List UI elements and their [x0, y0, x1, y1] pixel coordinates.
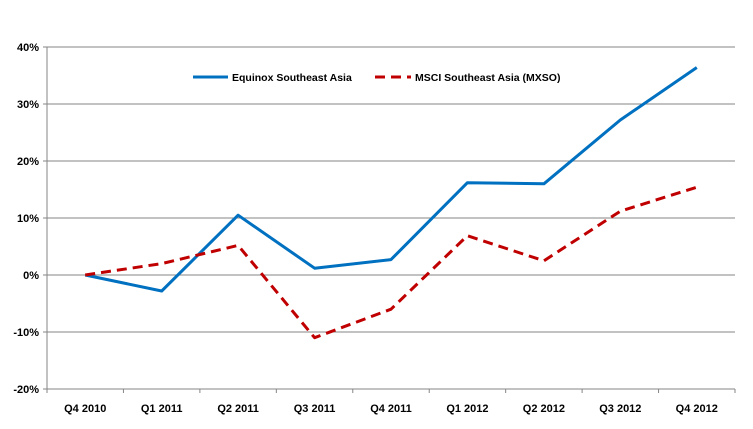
x-tick-label: Q3 2012	[599, 403, 641, 415]
y-axis-tick-labels: -20% -10% 0% 10% 20% 30% 40%	[13, 42, 39, 396]
x-tick-label: Q3 2011	[294, 403, 336, 415]
legend-label-msci: MSCI Southeast Asia (MXSO)	[415, 72, 560, 84]
y-tick-label: 10%	[17, 213, 39, 225]
legend: Equinox Southeast Asia MSCI Southeast As…	[193, 72, 560, 84]
x-tick-label: Q1 2012	[446, 403, 488, 415]
series-line-msci	[84, 185, 698, 340]
y-tick-label: 20%	[17, 156, 39, 168]
x-axis-tick-labels: Q4 2010 Q1 2011 Q2 2011 Q3 2011 Q4 2011 Q1 20…	[64, 403, 718, 415]
y-tick-label: -10%	[13, 327, 39, 339]
x-tick-label: Q2 2011	[217, 403, 259, 415]
y-tick-label: -20%	[13, 384, 39, 396]
axes	[43, 46, 736, 393]
y-tick-label: 40%	[17, 42, 39, 54]
x-tick-label: Q4 2011	[370, 403, 412, 415]
series-line-equinox	[84, 66, 698, 293]
x-tick-label: Q4 2010	[64, 403, 106, 415]
legend-label-equinox: Equinox Southeast Asia	[232, 72, 352, 84]
series-lines	[84, 66, 698, 340]
x-tick-label: Q4 2012	[676, 403, 718, 415]
x-tick-label: Q1 2011	[141, 403, 183, 415]
gridlines	[47, 46, 735, 390]
y-tick-label: 30%	[17, 99, 39, 111]
y-tick-label: 0%	[23, 270, 39, 282]
x-tick-label: Q2 2012	[523, 403, 565, 415]
